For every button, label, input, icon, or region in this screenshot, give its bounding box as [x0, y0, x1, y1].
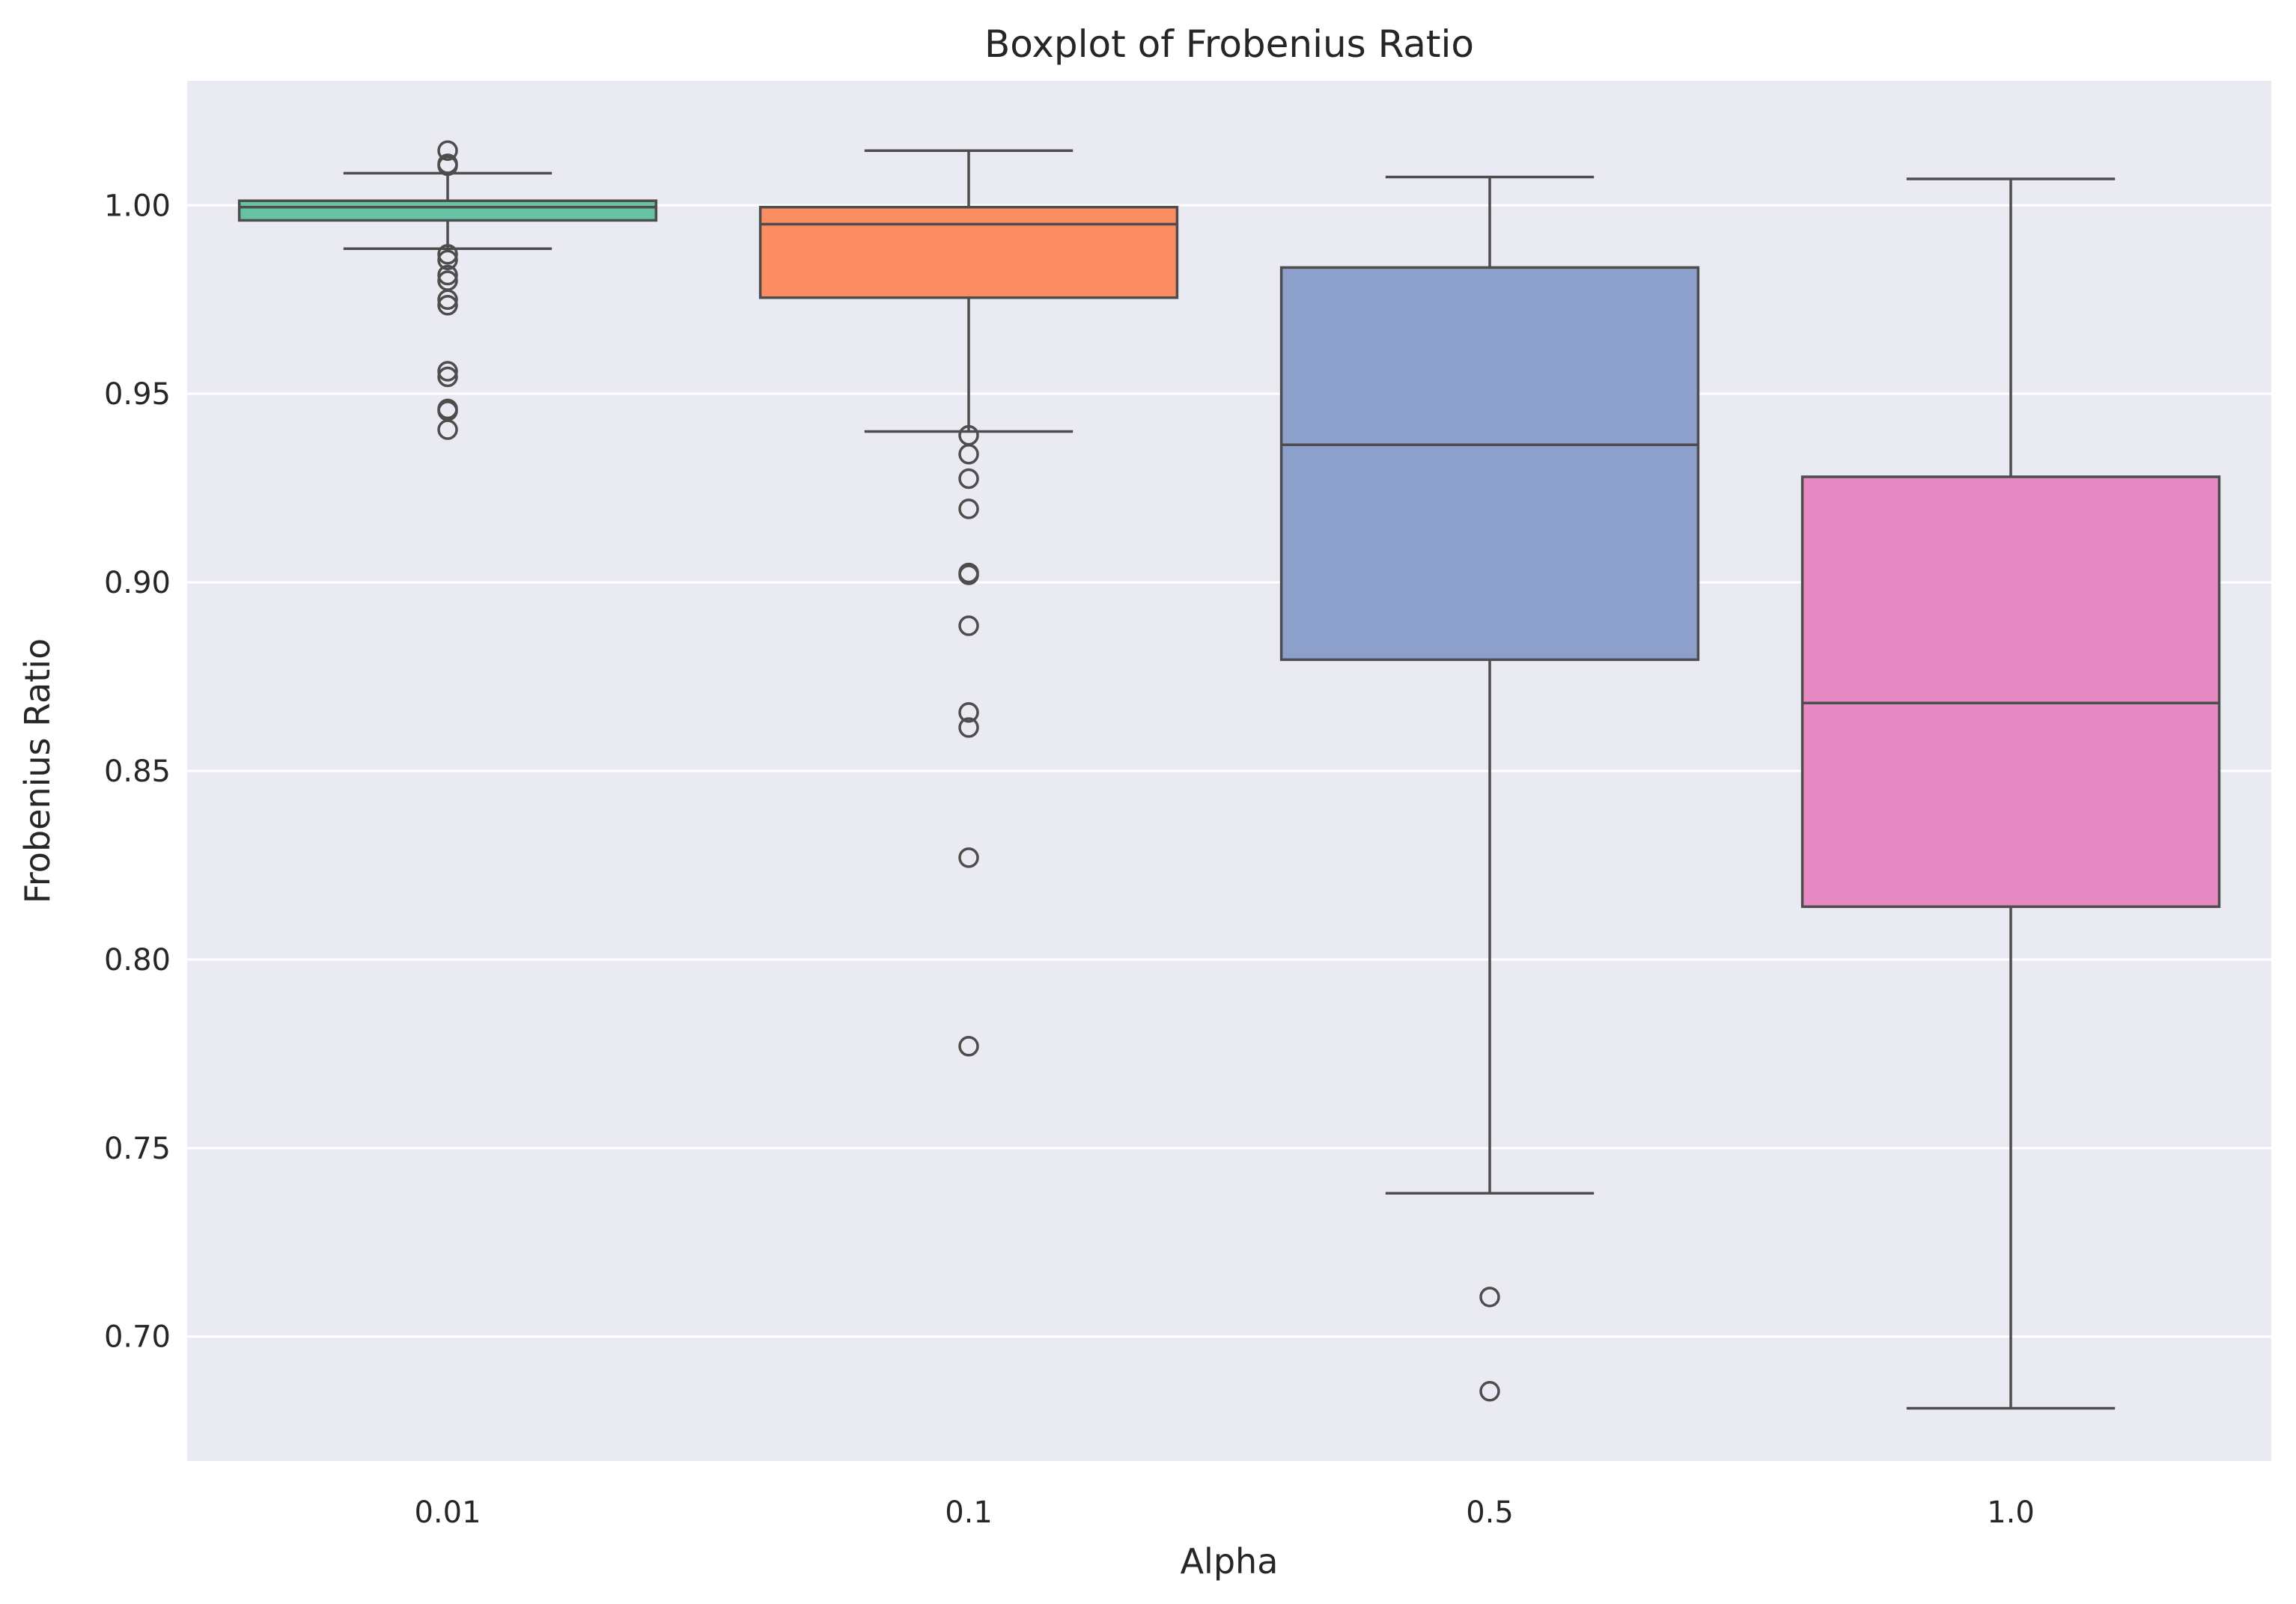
outlier-point	[437, 295, 458, 316]
outlier-point	[958, 1036, 979, 1057]
outlier-point	[958, 444, 979, 465]
x-axis-label: Alpha	[1181, 1541, 1279, 1582]
outlier-point	[958, 702, 979, 723]
chart-title: Boxplot of Frobenius Ratio	[984, 22, 1474, 66]
tick-labels: 0.70 0.75 0.80 0.85 0.90 0.95 1.00 0.01 0.1 0.5 1.…	[104, 189, 2035, 1530]
outlier-point	[437, 155, 458, 177]
outlier-point	[437, 361, 458, 382]
y-tick-label: 0.80	[104, 943, 171, 978]
outlier-point	[958, 615, 979, 636]
y-tick-label: 0.85	[104, 754, 171, 789]
box-group	[758, 149, 1179, 1057]
grid-lines	[187, 204, 2271, 1338]
box-iqr	[758, 206, 1179, 299]
outlier-point	[958, 717, 979, 738]
box-iqr	[237, 199, 658, 222]
outlier-point	[437, 289, 458, 310]
outlier-point	[437, 366, 458, 388]
box-iqr	[1279, 266, 1700, 662]
outlier-point	[1479, 1287, 1500, 1308]
box-iqr	[1800, 475, 2221, 909]
x-tick-label: 0.01	[414, 1495, 481, 1530]
outlier-point	[958, 564, 979, 585]
outlier-point	[1479, 1381, 1500, 1402]
box-group	[237, 140, 658, 440]
y-tick-label: 0.75	[104, 1132, 171, 1166]
outlier-point	[437, 264, 458, 286]
outlier-point	[437, 419, 458, 440]
outlier-point	[958, 498, 979, 519]
outlier-point	[437, 140, 458, 161]
box-group	[1800, 177, 2221, 1410]
x-tick-label: 1.0	[1987, 1495, 2035, 1530]
y-axis-label: Frobenius Ratio	[17, 638, 58, 903]
box-group	[1279, 175, 1700, 1402]
y-tick-label: 1.00	[104, 189, 171, 223]
y-tick-label: 0.90	[104, 566, 171, 600]
outlier-point	[437, 244, 458, 265]
x-tick-label: 0.5	[1466, 1495, 1514, 1530]
boxes	[237, 140, 2221, 1410]
outlier-point	[958, 847, 979, 868]
y-tick-label: 0.95	[104, 377, 171, 412]
outlier-point	[958, 468, 979, 490]
x-tick-label: 0.1	[945, 1495, 993, 1530]
outlier-point	[437, 249, 458, 271]
y-tick-label: 0.70	[104, 1320, 171, 1355]
